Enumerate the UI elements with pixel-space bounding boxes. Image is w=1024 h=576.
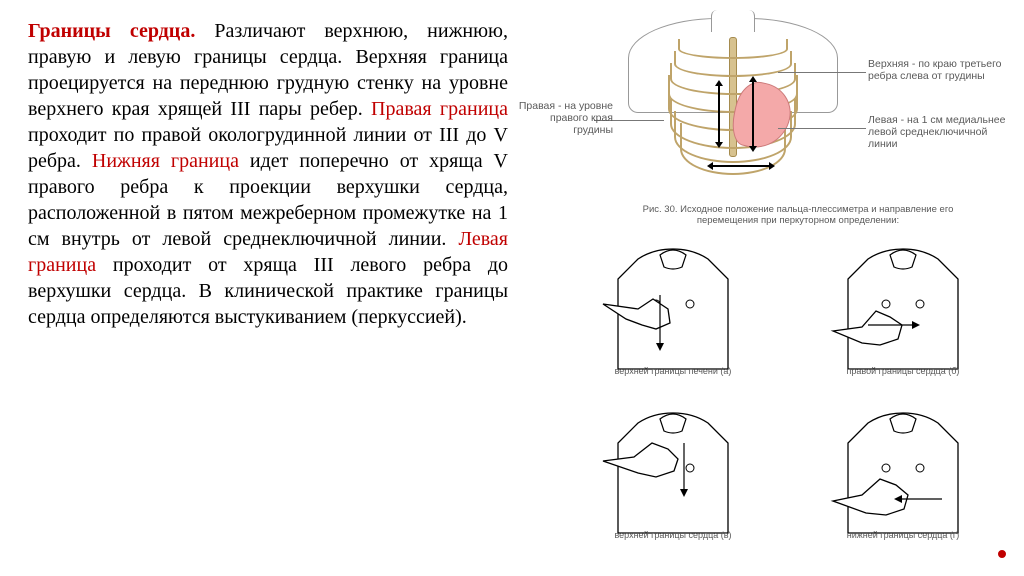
- label-left-border: Левая - на 1 см медиальнее левой среднек…: [868, 114, 1018, 150]
- label-right-border: Правая - на уровне правого края грудины: [518, 100, 613, 136]
- leader-line: [778, 72, 866, 73]
- text-right-border: Правая граница: [371, 98, 508, 120]
- percussion-svg: [598, 244, 748, 374]
- percussion-a: [598, 244, 748, 374]
- arrow-vertical: [752, 81, 754, 147]
- ribs-group: [668, 33, 798, 188]
- figure-area: Правая - на уровне правого края грудины …: [518, 18, 1004, 558]
- neck-outline: [711, 10, 755, 32]
- percussion-b: [828, 244, 978, 374]
- arrow-horizontal: [712, 165, 770, 167]
- percussion-svg: [828, 244, 978, 374]
- text-lower-border: Нижняя граница: [92, 150, 239, 172]
- percussion-b-caption: правой границы сердца (б): [828, 366, 978, 376]
- percussion-svg: [598, 408, 748, 538]
- percussion-c-caption: верхней границы сердца (в): [598, 530, 748, 540]
- percussion-a-caption: верхней границы печени (а): [598, 366, 748, 376]
- leader-line: [778, 128, 866, 129]
- ribcage-diagram: [608, 18, 858, 198]
- arrow-vertical: [718, 85, 720, 143]
- text-p5: проходит от хряща III левого ребра до ве…: [28, 254, 508, 328]
- body-text: Границы сердца. Различают верхнюю, нижню…: [28, 18, 508, 558]
- slide-indicator-dot: [998, 550, 1006, 558]
- figure-30-caption: Рис. 30. Исходное положение пальца-плесс…: [638, 204, 958, 227]
- percussion-svg: [828, 408, 978, 538]
- percussion-c: [598, 408, 748, 538]
- text-title: Границы сердца.: [28, 20, 195, 42]
- percussion-d: [828, 408, 978, 538]
- label-top-border: Верхняя - по краю третьего ребра слева о…: [868, 58, 1018, 82]
- percussion-d-caption: нижней границы сердца (г): [828, 530, 978, 540]
